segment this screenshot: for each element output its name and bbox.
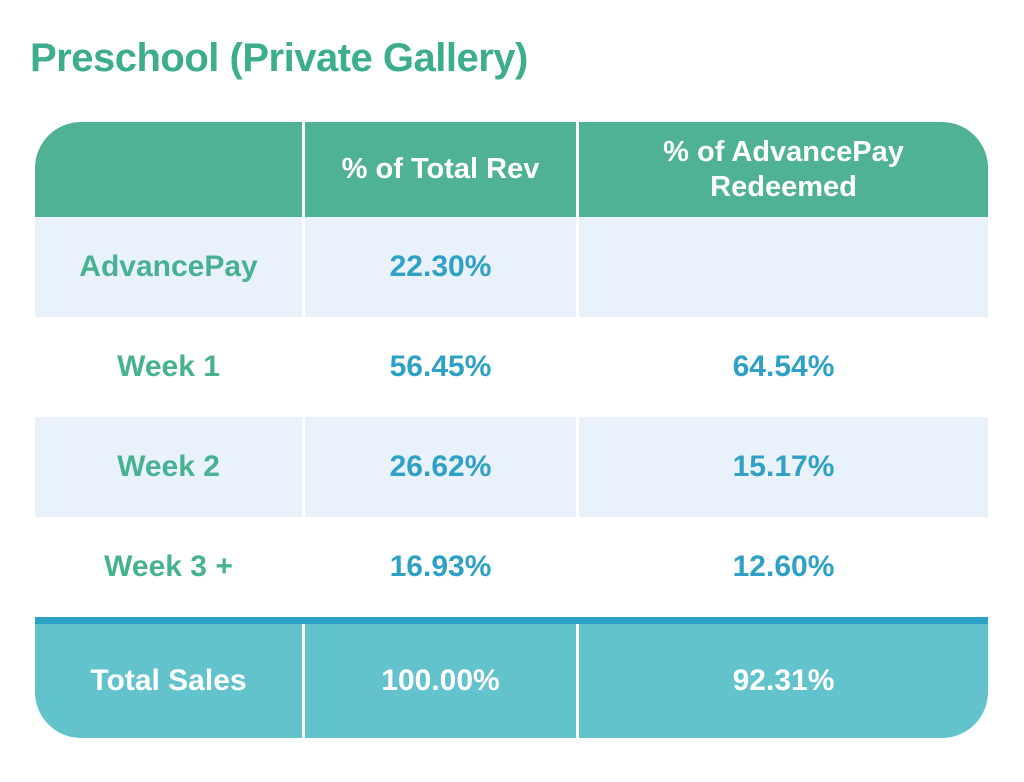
column-header-label: % of Total Rev: [341, 153, 540, 186]
revenue-table: % of Total Rev % of AdvancePay Redeemed …: [35, 122, 988, 738]
table-header-row: % of Total Rev % of AdvancePay Redeemed: [35, 122, 988, 217]
redeemed-value: [579, 217, 988, 317]
header-cell-advancepay-redeemed: % of AdvancePay Redeemed: [579, 122, 988, 217]
total-rev-value: 100.00%: [305, 624, 576, 738]
total-rev-value: 16.93%: [305, 517, 576, 617]
redeemed-value: 15.17%: [579, 417, 988, 517]
row-label: AdvancePay: [35, 217, 302, 317]
table-row-week-1: Week 1 56.45% 64.54%: [35, 317, 988, 417]
total-rev-value: 26.62%: [305, 417, 576, 517]
column-header-label: % of AdvancePay Redeemed: [663, 135, 904, 203]
header-cell-total-rev: % of Total Rev: [305, 122, 576, 217]
table-row-week-3-plus: Week 3 + 16.93% 12.60%: [35, 517, 988, 617]
table-row-advancepay: AdvancePay 22.30%: [35, 217, 988, 317]
header-cell-blank: [35, 122, 302, 217]
total-row-top-divider: [35, 617, 988, 624]
table-row-week-2: Week 2 26.62% 15.17%: [35, 417, 988, 517]
row-label: Week 2: [35, 417, 302, 517]
redeemed-value: 92.31%: [579, 624, 988, 738]
row-label: Week 1: [35, 317, 302, 417]
redeemed-value: 12.60%: [579, 517, 988, 617]
total-rev-value: 56.45%: [305, 317, 576, 417]
table-row-total-sales: Total Sales 100.00% 92.31%: [35, 624, 988, 738]
row-label: Week 3 +: [35, 517, 302, 617]
total-rev-value: 22.30%: [305, 217, 576, 317]
row-label: Total Sales: [35, 624, 302, 738]
page-title: Preschool (Private Gallery): [30, 36, 528, 80]
redeemed-value: 64.54%: [579, 317, 988, 417]
